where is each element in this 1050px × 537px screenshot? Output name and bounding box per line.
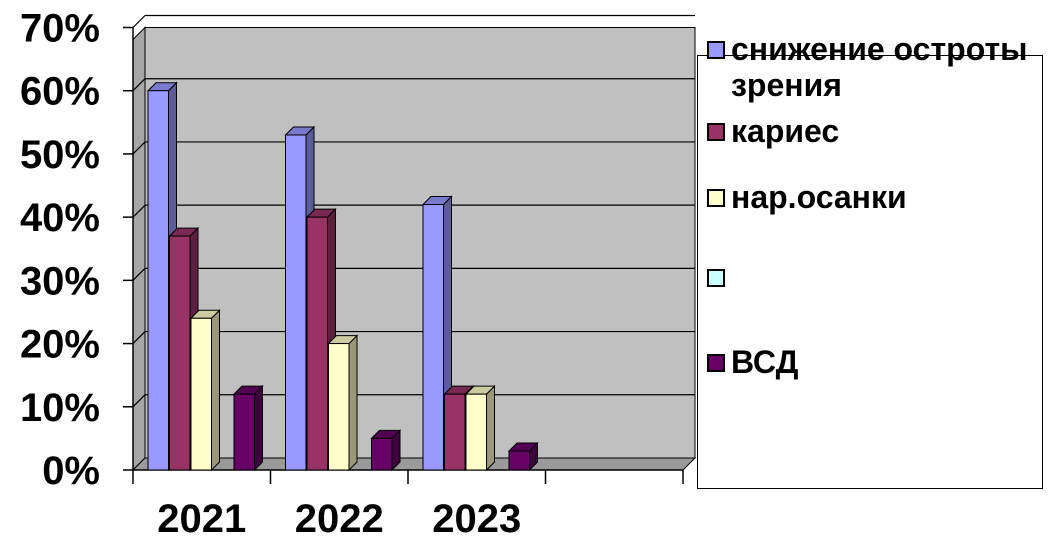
bar xyxy=(370,429,402,472)
legend-item: кариес xyxy=(707,113,1041,149)
bar-side xyxy=(211,309,220,472)
legend-item: снижение остроты зрения xyxy=(707,31,1041,103)
y-tick-label: 30% xyxy=(20,259,100,303)
legend: снижение остроты зрения кариес нар.осанки В… xyxy=(697,31,1043,489)
y-tick-label: 70% xyxy=(20,7,100,51)
gridline-diag xyxy=(132,15,146,28)
bar-front xyxy=(328,343,350,471)
gridline-diag xyxy=(132,78,146,92)
y-tick-label: 40% xyxy=(20,196,100,240)
y-axis-ticks: 0% 10% 20% 30% 40% 50% 60% 70% xyxy=(20,7,133,493)
side-wall xyxy=(132,26,146,472)
gridline-diag xyxy=(132,141,146,155)
bar-side xyxy=(348,334,358,472)
x-tick-label: 2021 xyxy=(157,497,246,537)
x-tick-label: 2023 xyxy=(432,497,521,537)
gridlines xyxy=(132,14,695,408)
bar xyxy=(507,441,539,472)
legend-swatch xyxy=(707,269,725,287)
gridline-diag xyxy=(132,331,146,344)
legend-swatch xyxy=(707,354,725,372)
y-tick-label: 60% xyxy=(20,70,100,114)
legend-label: снижение остроты зрения xyxy=(731,31,1028,103)
bar-front xyxy=(444,393,466,471)
bar-front xyxy=(508,450,530,471)
y-tick-label: 0% xyxy=(42,449,100,493)
y-tick-label: 10% xyxy=(20,386,100,430)
gridline-diag xyxy=(132,204,146,218)
bar-front xyxy=(233,393,255,471)
legend-label: ВСД xyxy=(731,344,799,380)
legend-label: кариес xyxy=(731,113,840,149)
x-axis-ticks: 2021 2022 2023 xyxy=(132,470,684,537)
x-tick-label: 2022 xyxy=(295,497,384,537)
bar-side xyxy=(486,384,495,472)
bar-side xyxy=(254,384,263,472)
legend-swatch xyxy=(707,41,725,59)
back-wall xyxy=(144,27,696,459)
bar-front xyxy=(169,235,191,471)
legend-swatch xyxy=(707,123,725,141)
bar-front xyxy=(465,393,487,471)
bar-front xyxy=(147,90,169,471)
legend-item xyxy=(707,259,1041,287)
bar xyxy=(189,309,221,472)
y-tick-label: 50% xyxy=(20,133,100,177)
gridline-diag xyxy=(132,267,146,281)
gridline-diag xyxy=(132,394,146,408)
bars xyxy=(146,81,539,472)
legend-item: нар.осанки xyxy=(707,179,1041,215)
bar xyxy=(232,384,264,472)
bar-front xyxy=(422,204,444,471)
y-tick-label: 20% xyxy=(20,323,100,367)
bar xyxy=(464,384,496,472)
bar-front xyxy=(285,134,307,471)
bar-front xyxy=(371,437,393,471)
bar-front xyxy=(306,216,328,471)
legend-swatch xyxy=(707,189,725,207)
bar xyxy=(327,334,359,472)
legend-item: ВСД xyxy=(707,344,1041,380)
legend-label: нар.осанки xyxy=(731,179,907,215)
bar-front xyxy=(190,317,212,471)
